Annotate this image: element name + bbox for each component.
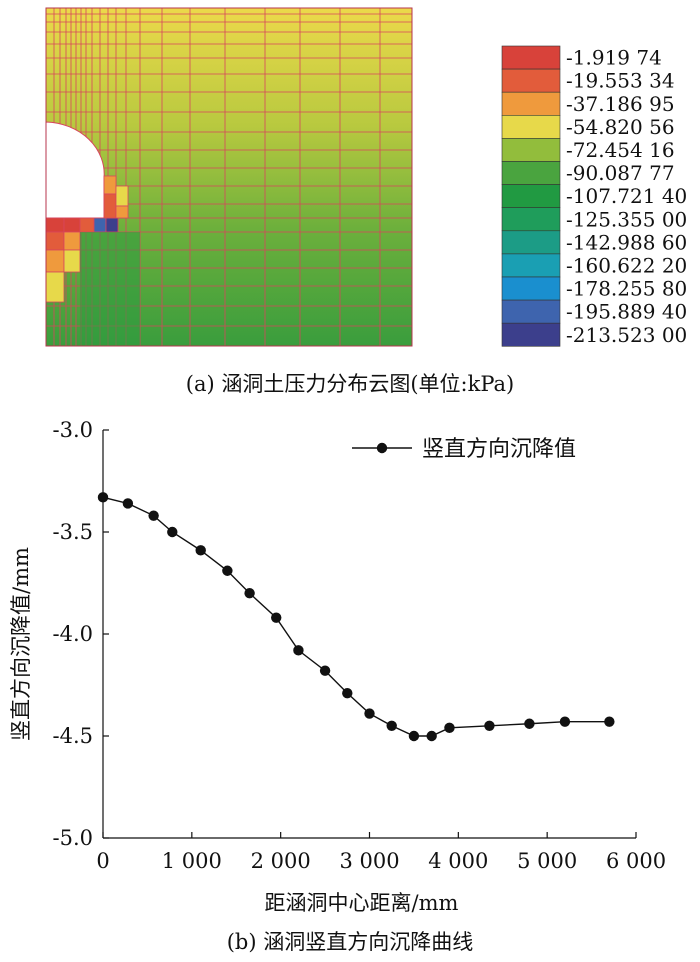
y-tick-label: -5.0 xyxy=(53,826,94,850)
data-point xyxy=(604,716,615,727)
data-point xyxy=(444,722,455,734)
x-axis-label: 距涵洞中心距离/mm xyxy=(265,891,459,915)
data-point xyxy=(122,498,134,509)
stress-cell xyxy=(45,271,65,303)
data-point xyxy=(167,526,178,538)
data-point xyxy=(97,492,109,503)
stress-cell xyxy=(103,193,117,219)
legend-label: -178.255 80 xyxy=(566,277,687,301)
legend-swatch xyxy=(501,91,561,116)
legend-swatch xyxy=(501,322,561,347)
stress-cell xyxy=(45,231,65,251)
data-point xyxy=(319,665,331,676)
x-tick-label: 0 xyxy=(96,849,109,873)
legend-marker xyxy=(376,442,388,454)
stress-cell xyxy=(63,231,81,251)
legend-swatch xyxy=(501,115,561,139)
data-point xyxy=(524,718,535,729)
stress-cell xyxy=(115,205,129,219)
legend-swatch xyxy=(501,299,561,324)
legend-swatch xyxy=(501,184,561,209)
data-point xyxy=(293,645,304,656)
y-tick-label: -3.5 xyxy=(53,520,94,544)
chart-axes: -3.0 -3.5 -4.0 -4.5 -5.00 1 000 2 000 3 000 4 00… xyxy=(9,418,666,915)
x-tick-label: 3 000 xyxy=(339,849,399,873)
legend-label: -125.355 00 xyxy=(566,207,687,231)
data-point xyxy=(484,720,495,731)
contour-legend: -1.919 74-19.553 34-37.186 95-54.820 56-… xyxy=(501,45,687,347)
legend-label: -195.889 40 xyxy=(566,300,687,324)
legend-swatch xyxy=(501,253,561,278)
data-point xyxy=(342,687,353,699)
chart-plot-area xyxy=(97,492,615,742)
pressure-contour-plot xyxy=(45,7,413,347)
legend-label: -107.721 40 xyxy=(566,184,687,208)
data-point xyxy=(195,545,206,556)
stress-cell xyxy=(93,217,107,233)
legend-swatch xyxy=(501,207,561,232)
stress-zone xyxy=(80,232,140,346)
data-point xyxy=(559,716,571,727)
legend-label: -54.820 56 xyxy=(566,115,675,139)
data-point xyxy=(222,565,233,576)
legend-swatch xyxy=(501,68,561,93)
contour-border xyxy=(45,7,413,347)
legend-label: -160.622 20 xyxy=(566,253,687,277)
legend-label: -37.186 95 xyxy=(566,92,675,116)
stress-cell xyxy=(45,217,65,233)
x-tick-label: 5 000 xyxy=(517,849,577,873)
stress-cell xyxy=(79,217,95,233)
y-tick-label: -3.0 xyxy=(53,418,94,442)
caption-a: (a) 涵洞土压力分布云图(单位:kPa) xyxy=(185,372,515,396)
legend-label: -72.454 16 xyxy=(566,138,675,162)
data-point xyxy=(244,588,255,599)
stress-cell xyxy=(63,217,81,233)
stress-cell xyxy=(115,185,129,207)
x-tick-label: 1 000 xyxy=(162,849,222,873)
data-point xyxy=(426,730,437,742)
legend-label: -142.988 60 xyxy=(566,230,687,254)
legend-label: -19.553 34 xyxy=(566,69,675,93)
data-point xyxy=(364,708,375,719)
data-point xyxy=(408,730,420,742)
legend-label: -1.919 74 xyxy=(566,46,662,70)
legend-swatch xyxy=(501,276,561,301)
legend-label: -213.523 00 xyxy=(566,323,687,347)
series-line xyxy=(102,496,610,737)
stress-cell xyxy=(105,217,119,233)
data-point xyxy=(148,510,159,521)
stress-cell xyxy=(103,175,117,195)
stress-cell xyxy=(63,249,81,273)
legend-swatch xyxy=(501,45,561,70)
data-point xyxy=(386,720,397,731)
legend-swatch xyxy=(501,161,561,185)
caption-b: (b) 涵洞竖直方向沉降曲线 xyxy=(226,930,474,954)
legend-label: -90.087 77 xyxy=(566,161,675,185)
chart-legend: 竖直方向沉降值 xyxy=(352,437,576,462)
y-tick-label: -4.5 xyxy=(53,724,94,748)
x-tick-label: 4 000 xyxy=(428,849,488,873)
legend-swatch xyxy=(501,138,561,162)
contour-panel: -1.919 74-19.553 34-37.186 95-54.820 56-… xyxy=(45,7,687,347)
stress-cell xyxy=(45,249,65,273)
settlement-chart: -3.0 -3.5 -4.0 -4.5 -5.00 1 000 2 000 3 000 4 00… xyxy=(9,418,666,915)
x-tick-label: 6 000 xyxy=(606,849,666,873)
data-point xyxy=(271,612,282,623)
x-tick-label: 2 000 xyxy=(251,849,311,873)
y-tick-label: -4.0 xyxy=(53,622,94,646)
legend-swatch xyxy=(501,230,561,255)
y-axis-label: 竖直方向沉降值/mm xyxy=(9,547,33,741)
legend-label: 竖直方向沉降值 xyxy=(422,437,576,462)
